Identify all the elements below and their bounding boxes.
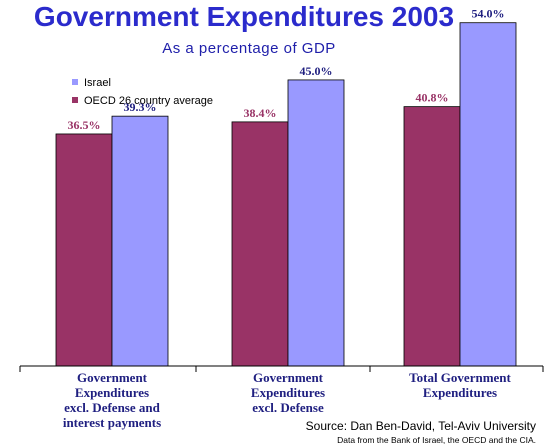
bar-oecd-2 xyxy=(231,121,289,367)
bar-oecd-3 xyxy=(403,106,461,367)
value-label-israel-1: 39.3% xyxy=(124,100,157,114)
bar-israel-1 xyxy=(111,115,169,367)
category-label-3: Total Government Expenditures xyxy=(409,370,511,400)
value-label-oecd-1: 36.5% xyxy=(68,118,101,132)
legend-label-oecd: OECD 26 country average xyxy=(84,95,213,107)
chart-subtitle: As a percentage of GDP xyxy=(162,40,336,57)
bars-group xyxy=(55,22,517,367)
category-label-1: Government Expenditures excl. Defense and i… xyxy=(63,370,161,430)
bar-israel-3 xyxy=(459,22,517,367)
bar-israel-2 xyxy=(287,79,345,367)
x-axis-ticks xyxy=(19,366,544,372)
value-label-oecd-3: 40.8% xyxy=(416,91,449,105)
data-note: Data from the Bank of Israel, the OECD a… xyxy=(337,435,536,445)
value-label-oecd-2: 38.4% xyxy=(244,106,277,120)
legend-swatch-israel xyxy=(72,79,78,85)
value-label-israel-2: 45.0% xyxy=(300,64,333,78)
value-label-israel-3: 54.0% xyxy=(472,7,505,21)
legend-swatch-oecd xyxy=(72,97,78,103)
bar-oecd-1 xyxy=(55,133,113,367)
value-labels-group: 36.5% 39.3% 38.4% 45.0% 40.8% 54.0% xyxy=(68,7,505,132)
chart-title: Government Expenditures 2003 xyxy=(34,1,454,32)
category-label-2: Government Expenditures excl. Defense xyxy=(251,370,325,415)
legend-label-israel: Israel xyxy=(84,77,111,89)
category-labels-group: Government Expenditures excl. Defense and i… xyxy=(63,370,512,430)
source-credit: Source: Dan Ben-David, Tel-Aviv Universi… xyxy=(306,419,536,433)
legend: Israel OECD 26 country average xyxy=(72,77,213,107)
